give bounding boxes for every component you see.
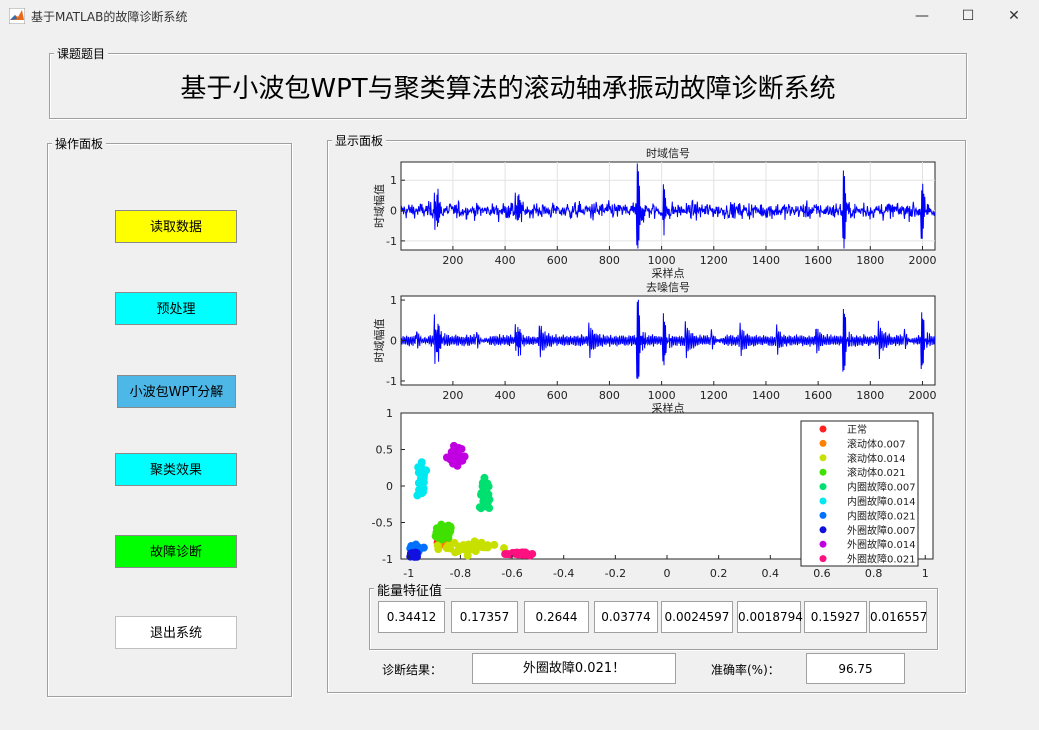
- page-title: 基于小波包WPT与聚类算法的滚动轴承振动故障诊断系统: [180, 74, 836, 104]
- preprocess-button[interactable]: 预处理: [115, 292, 237, 325]
- display-panel-label: 显示面板: [332, 132, 387, 149]
- control-panel-label: 操作面板: [52, 135, 107, 152]
- energy-value-2[interactable]: 0.17357: [451, 601, 518, 633]
- accuracy-field[interactable]: 96.75: [806, 653, 905, 684]
- energy-value-7[interactable]: 0.15927: [804, 601, 867, 633]
- energy-value-6[interactable]: 0.0018794: [737, 601, 803, 633]
- energy-panel: 能量特征值: [369, 580, 938, 650]
- energy-value-1[interactable]: 0.34412: [378, 601, 445, 633]
- wpt-decompose-button[interactable]: 小波包WPT分解: [117, 375, 236, 408]
- window-titlebar: 基于MATLAB的故障诊断系统 — ☐ ✕: [0, 0, 1039, 32]
- accuracy-label: 准确率(%)：: [711, 663, 780, 677]
- diagnosis-result-field[interactable]: 外圈故障0.021！: [472, 653, 676, 684]
- energy-value-8[interactable]: 0.016557: [869, 601, 927, 633]
- read-data-button[interactable]: 读取数据: [115, 210, 237, 243]
- cluster-effect-button[interactable]: 聚类效果: [115, 453, 237, 486]
- fault-diagnosis-button[interactable]: 故障诊断: [115, 535, 237, 568]
- energy-panel-label: 能量特征值: [374, 580, 446, 599]
- exit-system-button[interactable]: 退出系统: [115, 616, 237, 649]
- diagnosis-result-label: 诊断结果：: [382, 663, 443, 677]
- energy-value-3[interactable]: 0.2644: [524, 601, 589, 633]
- control-panel: 操作面板: [47, 135, 292, 697]
- minimize-icon[interactable]: —: [915, 8, 929, 24]
- title-panel-label: 课题题目: [54, 45, 109, 62]
- energy-value-5[interactable]: 0.0024597: [661, 601, 733, 633]
- maximize-icon[interactable]: ☐: [961, 8, 975, 24]
- window-title: 基于MATLAB的故障诊断系统: [31, 10, 188, 24]
- matlab-icon: [9, 8, 25, 24]
- display-panel: 显示面板: [327, 132, 966, 693]
- title-panel: 课题题目 基于小波包WPT与聚类算法的滚动轴承振动故障诊断系统: [49, 45, 967, 119]
- close-icon[interactable]: ✕: [1008, 8, 1020, 24]
- energy-value-4[interactable]: 0.03774: [594, 601, 658, 633]
